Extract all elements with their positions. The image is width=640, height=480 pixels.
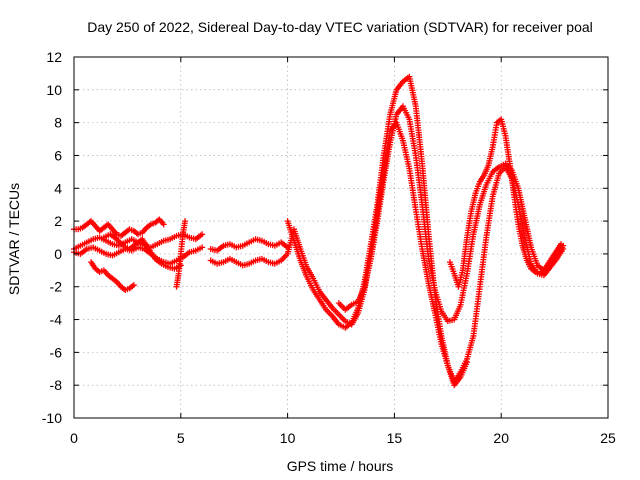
- y-tick-label: 8: [54, 115, 62, 131]
- x-tick-label: 0: [70, 430, 78, 446]
- data-point: [199, 244, 206, 251]
- y-tick-label: -2: [50, 279, 63, 295]
- chart-title: Day 250 of 2022, Sidereal Day-to-day VTE…: [87, 19, 593, 35]
- x-tick-label: 20: [493, 430, 509, 446]
- x-tick-label: 5: [177, 430, 185, 446]
- series-track-g: [207, 236, 291, 254]
- data-point: [160, 221, 167, 228]
- data-point: [199, 231, 206, 238]
- y-tick-label: -10: [42, 410, 62, 426]
- y-tick-label: 2: [54, 213, 62, 229]
- plot-frame: [73, 56, 609, 419]
- y-tick-label: 0: [54, 246, 62, 262]
- y-tick-label: 10: [46, 82, 62, 98]
- y-tick-label: 4: [54, 180, 62, 196]
- y-tick-label: -6: [50, 344, 63, 360]
- y-axis-label: SDTVAR / TECUs: [6, 183, 22, 295]
- x-tick-label: 25: [600, 430, 616, 446]
- data-point: [130, 282, 137, 289]
- data-point: [182, 218, 189, 225]
- axis-ticks: 0 5 10 15 20 25 -10 -8 -6 -4 -2 0 2 4 6 8 10 12: [42, 49, 616, 446]
- data-series: [71, 73, 567, 389]
- data-point: [558, 241, 565, 248]
- y-tick-label: -4: [50, 312, 63, 328]
- series-track-j: [335, 103, 567, 325]
- series-track-f: [173, 218, 189, 290]
- x-tick-label: 15: [387, 430, 403, 446]
- y-tick-label: -8: [50, 377, 63, 393]
- y-tick-label: 12: [46, 49, 62, 65]
- data-point: [464, 359, 471, 366]
- series-track-k: [446, 116, 565, 290]
- series-track-d: [88, 259, 137, 294]
- series-track-a: [71, 216, 167, 239]
- x-tick-label: 10: [280, 430, 296, 446]
- x-axis-label: GPS time / hours: [287, 458, 394, 474]
- series-track-e: [100, 231, 184, 272]
- y-tick-label: 6: [54, 147, 62, 163]
